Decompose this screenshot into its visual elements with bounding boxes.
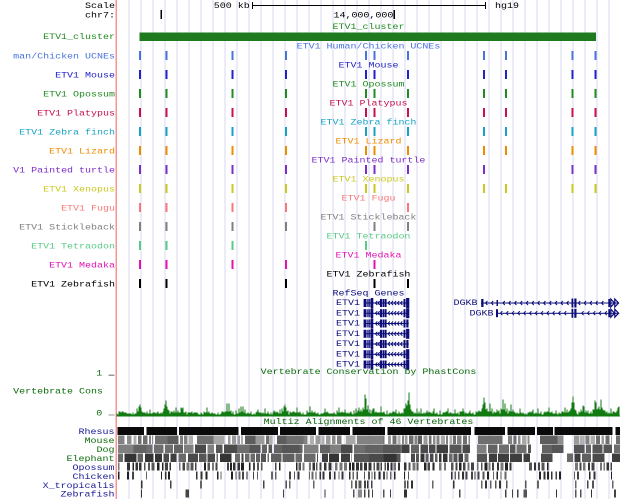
- svg-text:V1 Painted turtle: V1 Painted turtle: [13, 165, 115, 175]
- svg-text:14,000,000: 14,000,000: [333, 10, 393, 20]
- svg-text:ETV1: ETV1: [336, 298, 360, 308]
- svg-text:ETV1 Tetraodon: ETV1 Tetraodon: [31, 241, 115, 251]
- svg-text:ETV1 Zebra finch: ETV1 Zebra finch: [19, 127, 115, 137]
- svg-text:Mouse: Mouse: [85, 436, 115, 446]
- svg-text:ETV1 Painted turtle: ETV1 Painted turtle: [312, 155, 426, 165]
- svg-text:Multiz Alignments of 46 Verteb: Multiz Alignments of 46 Vertebrates: [264, 416, 474, 426]
- svg-text:RefSeq Genes: RefSeq Genes: [333, 288, 405, 298]
- svg-text:ETV1 Platypus: ETV1 Platypus: [330, 98, 408, 108]
- svg-text:ETV1 Stickleback: ETV1 Stickleback: [19, 222, 115, 232]
- svg-text:Elephant: Elephant: [67, 454, 115, 464]
- svg-text:ETV1_cluster: ETV1_cluster: [43, 31, 115, 41]
- svg-text:Vertebrate Conservation by Pha: Vertebrate Conservation by PhastCons: [261, 367, 477, 377]
- svg-text:X_tropicalis: X_tropicalis: [43, 480, 115, 490]
- svg-text:ETV1 Human/Chicken UCNEs: ETV1 Human/Chicken UCNEs: [297, 41, 441, 51]
- svg-text:ETV1_cluster: ETV1_cluster: [333, 21, 405, 31]
- svg-text:ETV1: ETV1: [336, 349, 360, 359]
- svg-text:ETV1 Tetraodon: ETV1 Tetraodon: [327, 231, 411, 241]
- svg-text:ETV1 Lizard: ETV1 Lizard: [49, 146, 115, 156]
- svg-text:Rhesus: Rhesus: [79, 427, 115, 437]
- svg-text:ETV1 Platypus: ETV1 Platypus: [37, 108, 115, 118]
- svg-text:Scale: Scale: [85, 1, 115, 11]
- svg-text:Opossum: Opossum: [73, 463, 115, 473]
- svg-text:ETV1 Opossum: ETV1 Opossum: [333, 79, 405, 89]
- svg-text:ETV1 Medaka: ETV1 Medaka: [49, 260, 115, 270]
- svg-text:ETV1 Zebrafish: ETV1 Zebrafish: [327, 269, 411, 279]
- svg-text:ETV1: ETV1: [336, 359, 360, 369]
- svg-text:ETV1 Mouse: ETV1 Mouse: [55, 70, 115, 80]
- svg-text:ETV1 Xenopus: ETV1 Xenopus: [333, 174, 405, 184]
- svg-text:ETV1 Zebrafish: ETV1 Zebrafish: [31, 279, 115, 289]
- svg-text:Chicken: Chicken: [73, 472, 115, 482]
- svg-text:DGKB: DGKB: [454, 298, 478, 308]
- svg-text:ETV1: ETV1: [336, 339, 360, 349]
- svg-text:Vertebrate Cons: Vertebrate Cons: [13, 386, 103, 396]
- svg-text:ETV1 Xenopus: ETV1 Xenopus: [43, 184, 115, 194]
- svg-text:0: 0: [96, 408, 102, 418]
- svg-text:ETV1 Mouse: ETV1 Mouse: [339, 60, 399, 70]
- svg-text:ETV1 Zebra finch: ETV1 Zebra finch: [321, 117, 417, 127]
- svg-text:Zebrafish: Zebrafish: [61, 489, 115, 499]
- svg-text:hg19: hg19: [495, 1, 519, 11]
- svg-text:DGKB: DGKB: [470, 308, 494, 318]
- svg-text:ETV1: ETV1: [336, 328, 360, 338]
- svg-text:ETV1 Fugu: ETV1 Fugu: [342, 193, 396, 203]
- svg-text:ETV1 Opossum: ETV1 Opossum: [43, 89, 115, 99]
- svg-text:1: 1: [96, 368, 102, 378]
- svg-text:chr7:: chr7:: [85, 10, 115, 20]
- svg-text:ETV1 Fugu: ETV1 Fugu: [61, 203, 115, 213]
- svg-text:Dog: Dog: [97, 445, 115, 455]
- svg-text:ETV1 Lizard: ETV1 Lizard: [336, 136, 402, 146]
- svg-text:ETV1: ETV1: [336, 308, 360, 318]
- svg-text:500 kb: 500 kb: [214, 1, 250, 11]
- svg-text:man/Chicken UCNEs: man/Chicken UCNEs: [13, 51, 115, 61]
- svg-text:ETV1 Medaka: ETV1 Medaka: [336, 250, 402, 260]
- svg-text:ETV1: ETV1: [336, 318, 360, 328]
- svg-text:ETV1 Stickleback: ETV1 Stickleback: [321, 212, 417, 222]
